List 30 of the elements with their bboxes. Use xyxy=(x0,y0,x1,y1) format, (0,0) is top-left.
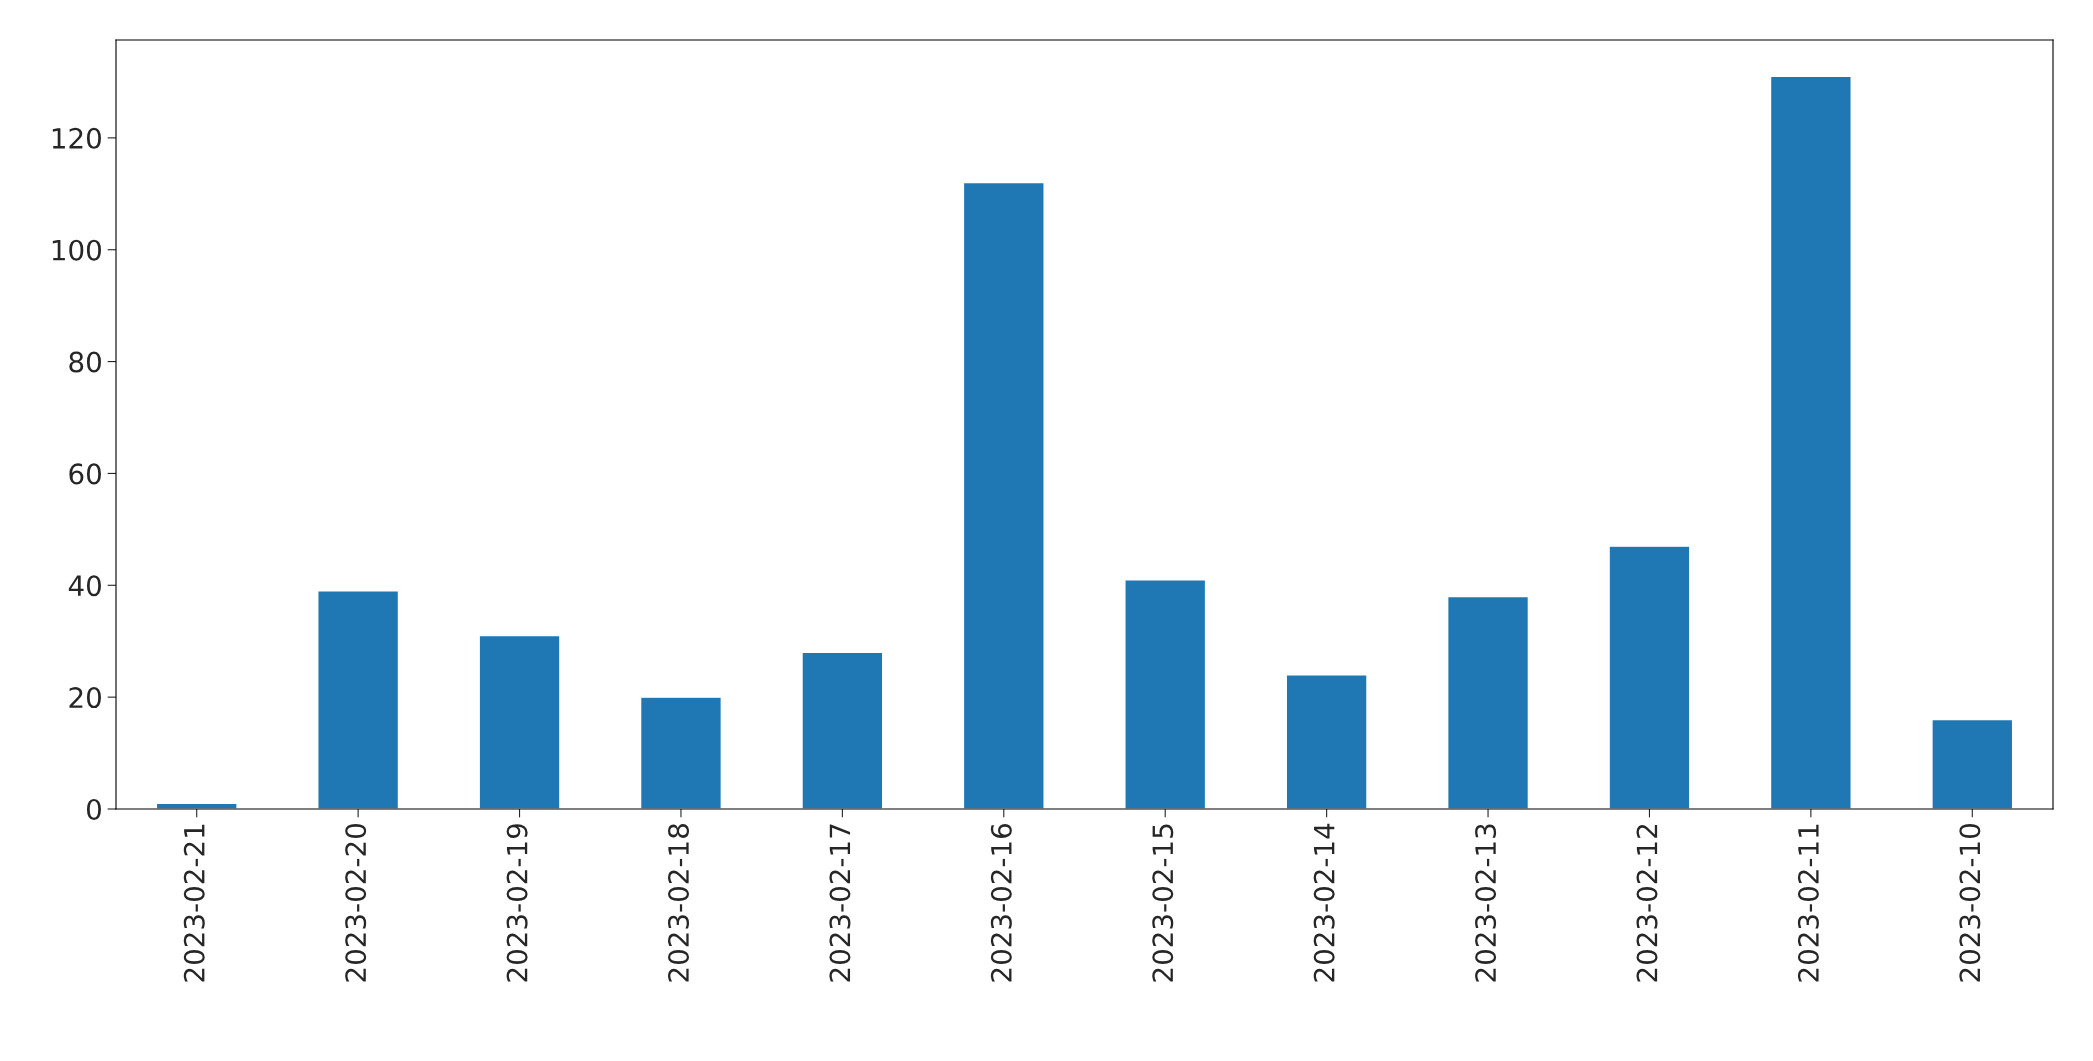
bar xyxy=(1124,579,1207,809)
x-tick-label: 2023-02-10 xyxy=(1959,824,1981,982)
x-tick-label: 2023-02-11 xyxy=(1797,824,1819,982)
x-tick-label: 2023-02-18 xyxy=(668,824,690,982)
y-tick-label: 20 xyxy=(69,687,101,709)
x-tick-label: 2023-02-17 xyxy=(829,824,851,982)
x-tick-label: 2023-02-13 xyxy=(1475,824,1497,982)
x-tick-label: 2023-02-19 xyxy=(506,824,528,982)
bar xyxy=(1931,718,2014,809)
bar xyxy=(1608,545,1691,809)
x-tick-label: 2023-02-20 xyxy=(345,824,367,982)
bar xyxy=(1446,595,1530,809)
x-tick-label: 2023-02-15 xyxy=(1152,824,1174,982)
x-tick-label: 2023-02-16 xyxy=(990,823,1012,982)
y-tick-label: 40 xyxy=(68,575,101,597)
y-tick-label: 100 xyxy=(52,239,101,261)
x-tick-label: 2023-02-14 xyxy=(1313,823,1335,982)
x-tick-label: 2023-02-21 xyxy=(183,824,205,982)
y-tick-label: 80 xyxy=(69,351,101,373)
y-tick-label: 120 xyxy=(52,127,101,149)
x-tick-label: 2023-02-12 xyxy=(1636,824,1658,982)
y-tick-label: 60 xyxy=(69,463,101,485)
bar xyxy=(639,696,723,809)
bar xyxy=(801,651,884,809)
bar xyxy=(478,634,561,809)
bar xyxy=(317,590,400,809)
y-tick-label: 0 xyxy=(86,798,101,820)
bar xyxy=(1285,674,1368,809)
bar xyxy=(962,181,1045,809)
bar xyxy=(1769,75,1852,809)
